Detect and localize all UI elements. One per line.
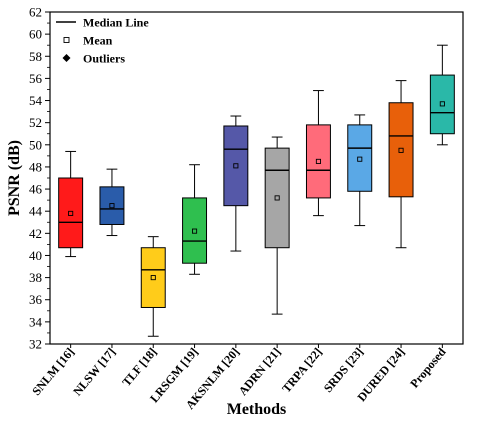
iqr-box — [305, 124, 331, 199]
y-tick-label: 34 — [29, 314, 43, 329]
legend-entry-filled-diamond: Outliers — [62, 52, 125, 66]
y-tick-label: 52 — [29, 115, 42, 130]
x-axis-title: Methods — [227, 401, 287, 418]
y-tick-label: 60 — [29, 27, 42, 42]
y-tick-label: 54 — [29, 93, 43, 108]
x-tick-label: ADRN [21] — [236, 345, 284, 398]
x-tick-label: Proposed — [407, 345, 449, 391]
y-tick-label: 36 — [29, 292, 43, 307]
y-axis-ticks: 32 34 36 38 40 42 44 46 48 50 52 54 56 58 60 62 — [29, 5, 50, 352]
y-tick-label: 32 — [29, 337, 42, 352]
box-4 — [182, 164, 208, 275]
legend-entry-line: Median Line — [56, 16, 149, 30]
box-3 — [140, 236, 166, 337]
y-tick-label: 42 — [29, 226, 42, 241]
x-tick-label: SRDS [23] — [321, 345, 366, 395]
mean-marker — [191, 228, 198, 234]
mean-marker — [439, 101, 445, 107]
y-tick-label: 44 — [29, 204, 43, 219]
x-tick-label: TLF [18] — [119, 345, 159, 389]
mean-marker — [109, 203, 115, 209]
mean-marker — [150, 275, 156, 281]
mean-marker — [315, 158, 322, 164]
mean-marker — [233, 163, 239, 169]
legend-mean-marker — [63, 37, 70, 43]
y-tick-label: 46 — [29, 182, 43, 197]
iqr-box — [140, 247, 166, 308]
box-10 — [429, 44, 455, 146]
legend-entry-open-square: Mean — [63, 34, 113, 48]
y-tick-label: 40 — [29, 248, 42, 263]
mean-marker — [357, 156, 363, 162]
y-tick-label: 62 — [29, 5, 42, 20]
iqr-box — [58, 177, 84, 249]
iqr-box — [182, 197, 208, 264]
box-2 — [99, 168, 125, 237]
legend: Median Line Mean Outliers — [56, 16, 149, 66]
box-1 — [58, 150, 84, 258]
iqr-box — [388, 102, 414, 198]
x-tick-label: NLSW [17] — [70, 345, 118, 399]
mean-marker — [68, 210, 74, 216]
iqr-box — [429, 74, 455, 135]
iqr-box — [347, 124, 373, 192]
y-axis-title: PSNR (dB) — [6, 140, 23, 216]
iqr-box — [223, 125, 249, 207]
iqr-box — [264, 147, 290, 249]
y-tick-label: 56 — [29, 71, 43, 86]
y-tick-label: 58 — [29, 49, 42, 64]
legend-label: Mean — [83, 34, 113, 48]
y-tick-label: 50 — [29, 137, 42, 152]
legend-label: Median Line — [83, 16, 149, 30]
box-5 — [223, 115, 249, 252]
iqr-box — [99, 186, 125, 225]
box-series — [58, 44, 455, 337]
box-7 — [305, 90, 331, 217]
y-tick-label: 38 — [29, 270, 42, 285]
legend-label: Outliers — [83, 52, 125, 66]
mean-marker — [398, 147, 404, 153]
x-tick-label: TRPA [22] — [279, 345, 325, 395]
mean-marker — [274, 195, 280, 201]
box-9 — [388, 80, 414, 249]
box-8 — [347, 114, 373, 227]
y-tick-label: 48 — [29, 159, 42, 174]
legend-outlier-marker — [62, 54, 71, 62]
box-6 — [264, 136, 290, 315]
